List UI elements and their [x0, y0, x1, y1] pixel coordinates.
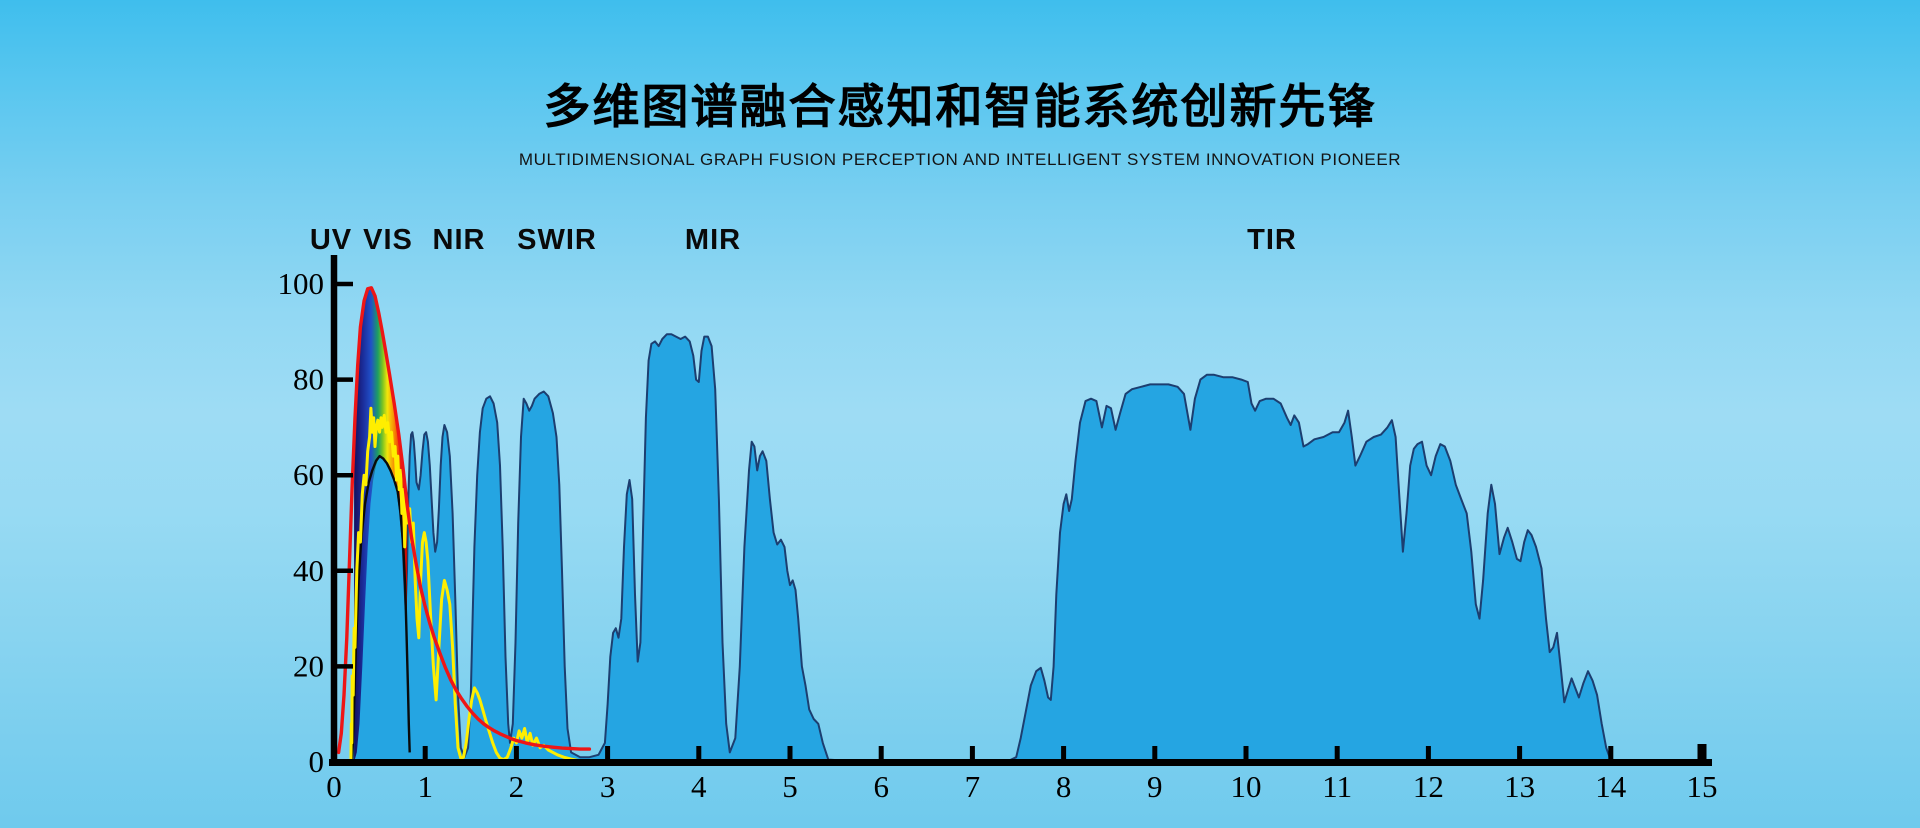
atmosphere-outline	[351, 333, 1702, 763]
x-tick-label: 2	[509, 769, 525, 804]
x-tick-label: 14	[1595, 769, 1627, 804]
page-subtitle: MULTIDIMENSIONAL GRAPH FUSION PERCEPTION…	[518, 150, 1402, 169]
x-tick-label: 1	[417, 769, 433, 804]
y-tick-label: 100	[278, 266, 325, 301]
x-tick-label: 0	[326, 769, 342, 804]
y-tick-label: 0	[309, 744, 325, 779]
x-tick-label: 4	[691, 769, 707, 804]
x-tick-label: 12	[1413, 769, 1444, 804]
solar-envelope-curve	[336, 286, 592, 755]
x-tick-label: 13	[1504, 769, 1535, 804]
x-tick-label: 3	[600, 769, 616, 804]
y-tick-label: 80	[293, 362, 324, 397]
band-label-uv: UV	[309, 224, 353, 256]
first-window-outline-curve	[351, 454, 411, 763]
x-tick-label: 5	[782, 769, 798, 804]
page-title: 多维图谱融合感知和智能系统创新先锋	[543, 80, 1377, 133]
x-tick-label: 8	[1056, 769, 1072, 804]
x-tick-label: 7	[965, 769, 981, 804]
x-tick-label: 6	[873, 769, 889, 804]
band-label-tir: TIR	[1247, 224, 1297, 256]
band-label-swir: SWIR	[517, 224, 597, 256]
y-tick-label: 40	[293, 553, 324, 588]
x-tick-label: 11	[1322, 769, 1352, 804]
y-tick-label: 20	[293, 648, 324, 683]
y-tick-label: 60	[293, 457, 324, 492]
band-label-vis: VIS	[363, 224, 413, 256]
x-tick-label: 10	[1231, 769, 1262, 804]
atmosphere-area	[352, 334, 1703, 762]
band-label-mir: MIR	[684, 224, 742, 256]
x-tick-label: 9	[1147, 769, 1163, 804]
band-label-nir: NIR	[432, 224, 486, 256]
x-tick-label: 15	[1687, 769, 1718, 804]
